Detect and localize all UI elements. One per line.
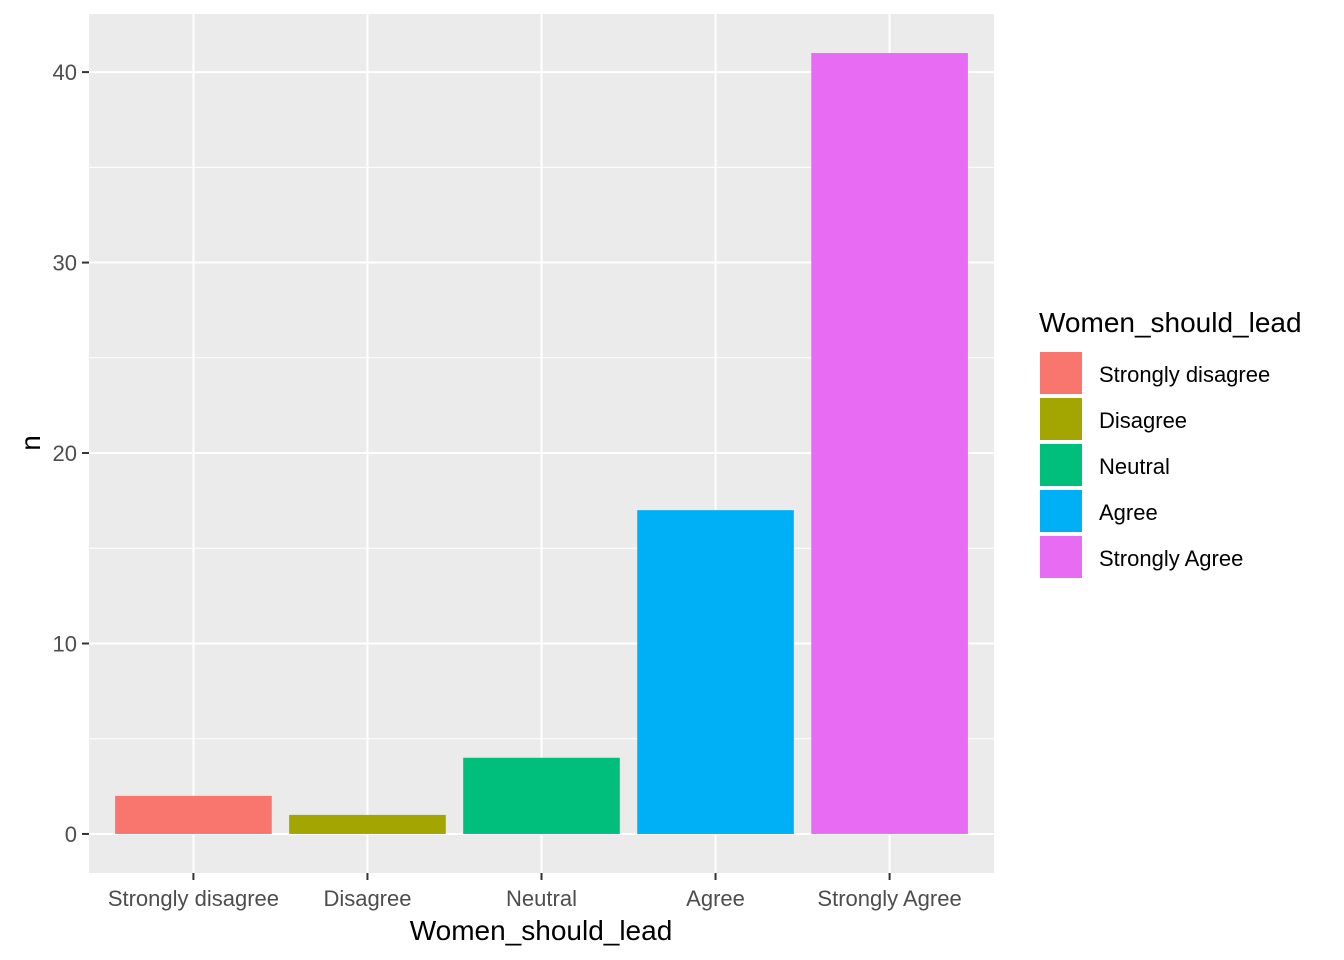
legend-label: Neutral: [1099, 454, 1170, 479]
bars: [115, 53, 968, 834]
legend-label: Strongly Agree: [1099, 546, 1243, 571]
x-axis: Strongly disagree Disagree Neutral Agree Str…: [108, 873, 962, 911]
legend-label: Disagree: [1099, 408, 1187, 433]
legend-label: Agree: [1099, 500, 1158, 525]
legend: Women_should_lead Strongly disagree Disag…: [1039, 307, 1302, 578]
y-tick-label: 40: [53, 60, 77, 85]
y-tick-label: 30: [53, 251, 77, 276]
legend-title: Women_should_lead: [1039, 307, 1302, 338]
y-axis: 0 10 20 30 40: [53, 60, 89, 847]
bar-disagree: [289, 814, 446, 834]
bar-strongly-disagree: [115, 795, 272, 834]
x-tick-label: Disagree: [323, 886, 411, 911]
y-tick-label: 0: [65, 822, 77, 847]
bar-agree: [637, 510, 794, 834]
legend-key: [1040, 352, 1082, 394]
x-axis-title: Women_should_lead: [410, 915, 673, 946]
y-axis-title: n: [15, 435, 46, 451]
x-tick-label: Neutral: [506, 886, 577, 911]
legend-key: [1040, 398, 1082, 440]
legend-key: [1040, 444, 1082, 486]
y-tick-label: 10: [53, 631, 77, 656]
bar-neutral: [463, 757, 620, 834]
legend-label: Strongly disagree: [1099, 362, 1270, 387]
legend-key: [1040, 536, 1082, 578]
x-tick-label: Strongly disagree: [108, 886, 279, 911]
x-tick-label: Strongly Agree: [817, 886, 961, 911]
y-tick-label: 20: [53, 441, 77, 466]
bar-strongly-agree: [811, 53, 968, 834]
legend-key: [1040, 490, 1082, 532]
x-tick-label: Agree: [686, 886, 745, 911]
